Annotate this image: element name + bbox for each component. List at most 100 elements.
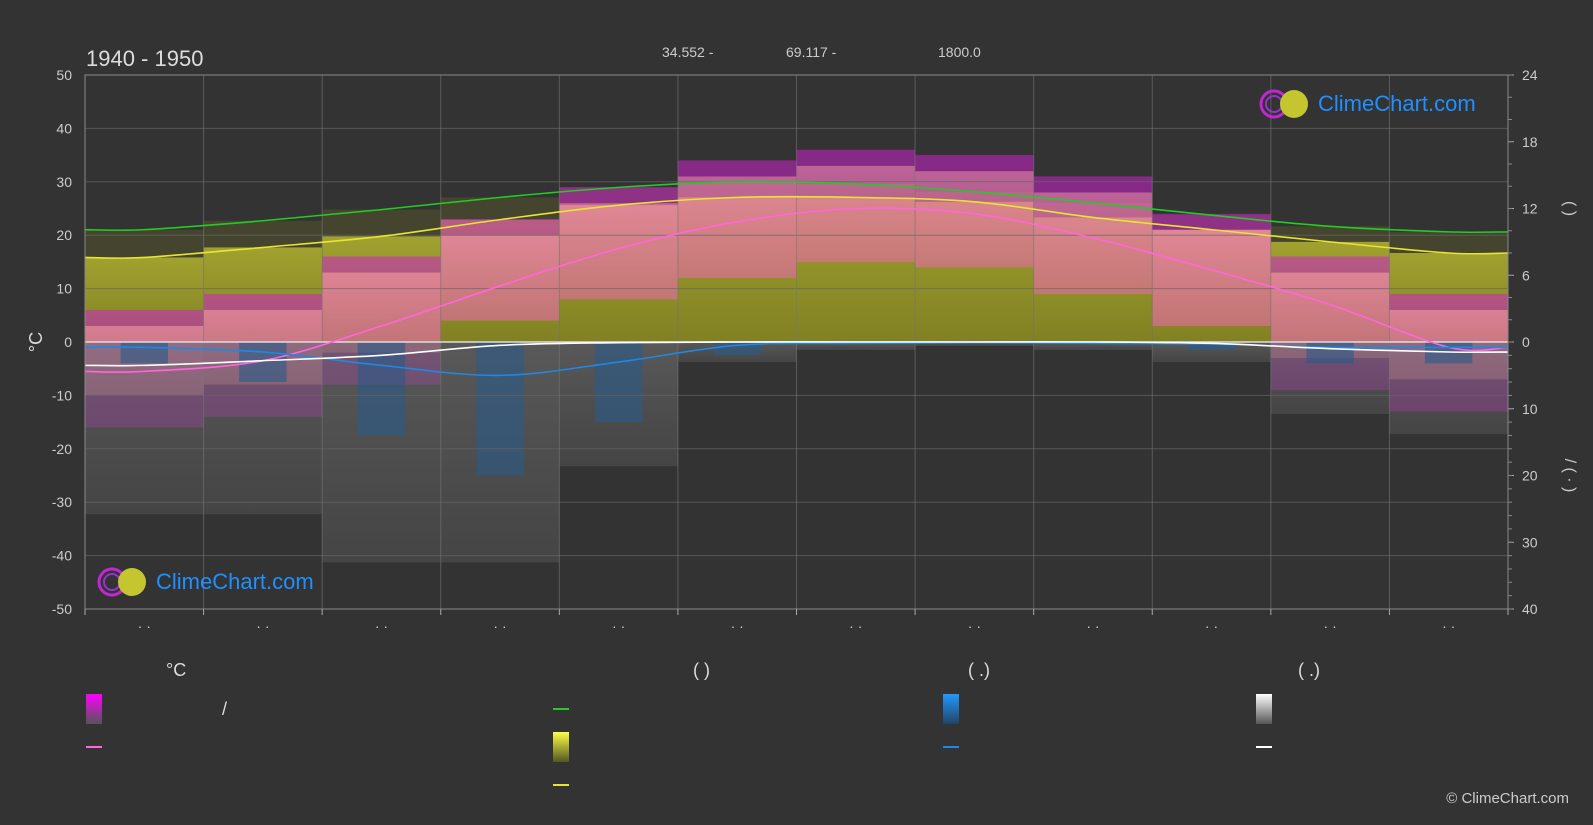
rainfall-bar [476,342,524,476]
legend-column: ( ) [553,660,710,804]
month-label: · · [968,618,981,634]
temperature-max-fringe [915,155,1034,172]
temperature-max-fringe [322,256,441,273]
legend-line-swatch [553,708,569,710]
right-lower-tick-label: 30 [1522,534,1538,550]
left-tick-label: -20 [52,441,72,457]
legend-line-swatch [553,784,569,786]
month-label: · · [612,618,625,634]
period-title: 1940 - 1950 [86,46,204,71]
left-tick-label: -30 [52,494,72,510]
daylight-line [85,180,1508,234]
elevation-label: 1800.0 [938,44,981,60]
temperature-max-fringe [1033,176,1153,193]
left-tick-label: 20 [56,227,72,243]
rainfall-bar [1306,342,1354,364]
left-axis-label: °C [26,332,46,352]
precipitation-bar [915,342,1034,347]
temperature-band [796,165,916,262]
brand-logo-bottom[interactable]: ClimeChart.com [96,566,314,598]
right-lower-axis-label: / ( · ) [1561,459,1578,493]
mean-temperature-line [85,207,1508,373]
left-tick-label: 50 [56,67,72,83]
brand-logo-top[interactable]: ClimeChart.com [1258,88,1476,120]
legend-gradient-swatch [86,694,102,724]
legend-label: / [222,698,228,719]
temperature-max-fringe [1270,256,1390,273]
legend-heading: ( .) [1298,660,1320,680]
month-label: · · [731,618,744,634]
temperature-max-fringe [440,219,560,236]
precipitation-bar [796,342,916,351]
temperature-max-fringe [203,293,323,310]
right-upper-tick-label: 6 [1522,267,1530,283]
left-tick-label: 10 [56,281,72,297]
month-label: · · [493,618,506,634]
legend-line-swatch [943,746,959,748]
left-tick-label: 40 [56,120,72,136]
right-upper-tick-label: 12 [1522,201,1538,217]
legend-gradient-swatch [943,694,959,724]
temperature-max-fringe [677,160,797,177]
month-label: · · [1086,618,1099,634]
right-upper-axis-label: ( ) [1561,201,1578,216]
legend-gradient-swatch [553,732,569,762]
left-tick-label: -10 [52,387,72,403]
temperature-band [677,176,797,278]
month-label: · · [256,618,269,634]
temperature-max-fringe [1152,213,1271,230]
legend-line-swatch [1256,746,1272,748]
temperature-band [559,203,678,300]
right-lower-tick-label: 20 [1522,468,1538,484]
legend-gradient-swatch [1256,694,1272,724]
legend-item [553,766,710,804]
right-upper-tick-label: 18 [1522,134,1538,150]
legend-heading: °C [166,660,187,680]
legend-item: / [86,690,227,728]
legend-column: °C / [86,660,227,766]
right-lower-tick-label: 10 [1522,401,1538,417]
legend-item [1256,728,1320,766]
rainfall-bar [1187,342,1236,351]
month-label: · · [138,618,151,634]
temperature-max-fringe [85,309,204,326]
month-label: · · [1324,618,1337,634]
brand-name: ClimeChart.com [156,569,314,594]
rainfall-bar [120,342,169,364]
latitude-label: 34.552 - [662,44,714,60]
month-label: · · [1442,618,1455,634]
right-lower-tick-label: 40 [1522,601,1538,617]
legend-line-swatch [86,746,102,748]
copyright: © ClimeChart.com [1446,790,1569,807]
legend-item [943,728,990,766]
legend-item [1256,690,1320,728]
longitude-label: 69.117 - [786,44,837,60]
legend-column: ( .) [1256,660,1320,766]
month-label: · · [849,618,862,634]
legend-item [943,690,990,728]
temperature-band [440,235,560,321]
temperature-band [1033,192,1153,294]
legend-heading: ( ) [693,660,710,680]
climechart-logo-icon [97,567,146,597]
precipitation-bar [85,342,204,515]
precipitation-bar [1152,342,1271,363]
sunshine-line [85,195,1508,259]
temperature-max-fringe [1389,293,1508,310]
temperature-band [1152,229,1271,326]
snowfall-line [85,341,1508,367]
temperature-max-fringe [559,187,678,204]
left-tick-label: 30 [56,174,72,190]
right-upper-tick-label: 0 [1522,334,1530,350]
climechart-logo-icon [1259,89,1308,119]
brand-name: ClimeChart.com [1318,91,1476,116]
temperature-band [915,171,1034,268]
legend-item [553,690,710,728]
right-upper-tick-label: 24 [1522,67,1538,83]
legend-item [86,728,227,766]
precipitation-bar [1033,342,1153,351]
month-label: · · [1205,618,1218,634]
legend-heading: ( .) [968,660,990,680]
legend-column: ( .) [943,660,990,766]
temperature-max-fringe [796,149,916,166]
